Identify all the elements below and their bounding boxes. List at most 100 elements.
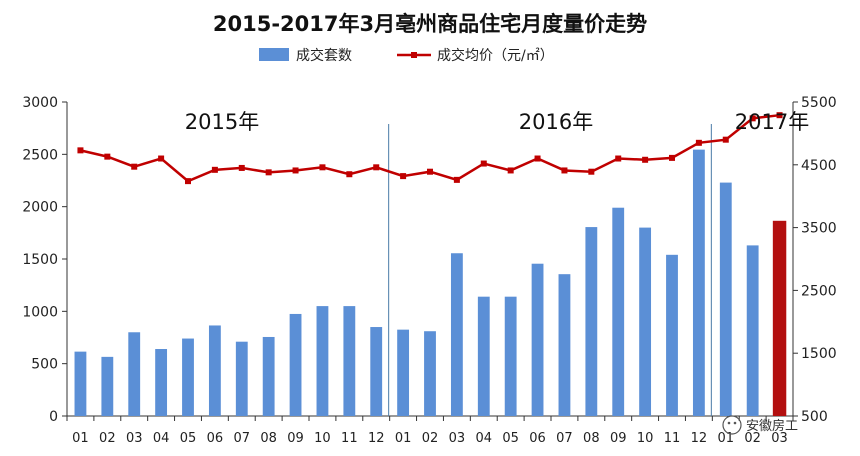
year-label: 2017年 xyxy=(735,110,809,134)
line-point xyxy=(185,178,191,185)
bar xyxy=(424,331,436,416)
legend-line-label: 成交均价（元/㎡） xyxy=(437,47,554,64)
x-tick-label: 07 xyxy=(556,431,573,446)
bar xyxy=(262,336,275,416)
bar xyxy=(639,227,652,416)
bar xyxy=(666,254,678,416)
y-left-tick-label: 0 xyxy=(49,409,58,425)
y-right-tick-label: 5500 xyxy=(801,95,837,111)
line-point xyxy=(507,167,514,174)
legend-bar-label: 成交套数 xyxy=(296,47,352,64)
x-tick-label: 10 xyxy=(637,431,654,446)
wechat-icon-dot2 xyxy=(733,421,737,425)
bar xyxy=(504,296,517,416)
bar xyxy=(612,207,625,416)
x-tick-label: 09 xyxy=(610,431,627,446)
bar xyxy=(128,332,141,416)
bar xyxy=(101,356,114,416)
line-point xyxy=(77,147,84,154)
line-point xyxy=(158,155,165,162)
bar xyxy=(692,149,705,416)
line-point xyxy=(776,112,783,119)
line-point xyxy=(669,154,675,161)
line-point xyxy=(561,167,568,174)
line-point xyxy=(346,171,353,178)
x-tick-label: 02 xyxy=(99,431,116,446)
x-tick-label: 09 xyxy=(287,431,304,446)
bar xyxy=(585,227,598,416)
bar xyxy=(74,351,87,416)
line-point xyxy=(588,168,595,175)
bar xyxy=(182,338,194,416)
year-labels: 2015年 2016年 2017年 xyxy=(185,110,809,134)
bar xyxy=(235,341,248,416)
x-tick-label: 01 xyxy=(395,431,412,446)
line-point xyxy=(373,164,380,171)
x-tick-label: 12 xyxy=(691,431,708,446)
line-series xyxy=(77,112,783,185)
line-point xyxy=(238,164,245,171)
x-tick-label: 05 xyxy=(502,431,519,446)
x-tick-label: 06 xyxy=(207,431,224,446)
line-point xyxy=(722,136,729,143)
x-tick-label: 03 xyxy=(449,431,466,446)
x-tick-label: 11 xyxy=(341,431,358,446)
bar xyxy=(343,306,356,416)
x-tick-label: 04 xyxy=(476,431,493,446)
y-right-tick-label: 1500 xyxy=(801,346,837,362)
line-point xyxy=(480,160,487,167)
y-right-tick-labels: 500 1500 2500 3500 4500 5500 xyxy=(801,95,837,425)
line-point xyxy=(400,173,407,180)
x-tick-label: 08 xyxy=(260,431,277,446)
line-point xyxy=(453,176,460,183)
x-tick-label: 02 xyxy=(744,431,761,446)
bar xyxy=(558,274,571,416)
y-left-tick-label: 1000 xyxy=(22,304,58,320)
line-point xyxy=(131,163,138,170)
bar xyxy=(450,253,463,416)
year-label: 2015年 xyxy=(185,110,259,134)
y-right-tick-label: 3500 xyxy=(801,221,837,237)
x-tick-labels: 01 02 03 04 05 06 07 08 09 10 11 12 01 02 03 04 05 06 07 08… xyxy=(72,431,788,446)
year-dividers xyxy=(388,124,712,416)
bar xyxy=(531,263,544,416)
y-right-tick-label: 500 xyxy=(801,409,828,425)
line-point xyxy=(427,168,433,175)
line-point xyxy=(749,115,756,122)
bar xyxy=(316,306,329,416)
year-label: 2016年 xyxy=(519,110,593,134)
y-right-tick-label: 4500 xyxy=(801,158,837,174)
watermark-text: 安徽房工 xyxy=(746,418,798,434)
x-tick-label: 01 xyxy=(72,431,89,446)
y-left-tick-label: 2500 xyxy=(22,147,58,163)
legend-line-marker xyxy=(411,52,417,58)
x-tick-label: 10 xyxy=(314,431,331,446)
bar xyxy=(289,313,302,416)
line-point xyxy=(319,164,326,171)
x-tick-label: 04 xyxy=(153,431,170,446)
legend: 成交套数 成交均价（元/㎡） xyxy=(259,47,554,64)
x-tick-label: 12 xyxy=(368,431,385,446)
bar-series xyxy=(74,149,787,416)
y-left-tick-label: 1500 xyxy=(22,252,58,268)
bar xyxy=(208,325,221,416)
chart-title: 2015-2017年3月亳州商品住宅月度量价走势 xyxy=(213,12,647,36)
bar xyxy=(477,296,490,416)
x-tick-label: 05 xyxy=(180,431,197,446)
line-point xyxy=(265,169,272,176)
x-tick-label: 08 xyxy=(583,431,600,446)
line-point xyxy=(292,167,299,174)
watermark: 安徽房工 xyxy=(722,415,798,435)
x-tick-label: 03 xyxy=(126,431,143,446)
y-left-tick-label: 500 xyxy=(31,357,58,373)
line-point xyxy=(104,153,111,160)
wechat-icon xyxy=(722,415,742,435)
x-tick-label: 06 xyxy=(529,431,546,446)
x-tick-label: 01 xyxy=(718,431,735,446)
y-left-tick-label: 2000 xyxy=(22,200,58,216)
bar xyxy=(370,327,383,416)
line-point xyxy=(534,155,541,162)
y-left-tick-labels: 0 500 1000 1500 2000 2500 3000 xyxy=(22,95,58,425)
